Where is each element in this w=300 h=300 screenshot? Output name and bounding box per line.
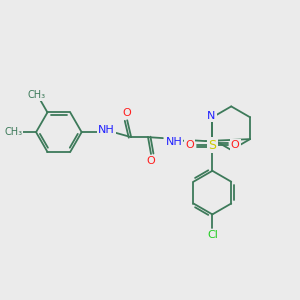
Text: Cl: Cl [207, 230, 218, 240]
Text: O: O [123, 108, 132, 118]
Text: S: S [208, 139, 216, 152]
Text: NH: NH [165, 137, 182, 147]
Text: O: O [147, 156, 155, 166]
Text: O: O [185, 140, 194, 150]
Text: NH: NH [98, 125, 115, 135]
Text: CH₃: CH₃ [4, 127, 22, 137]
Text: CH₃: CH₃ [28, 90, 46, 100]
Text: N: N [207, 111, 216, 121]
Text: O: O [231, 140, 239, 150]
